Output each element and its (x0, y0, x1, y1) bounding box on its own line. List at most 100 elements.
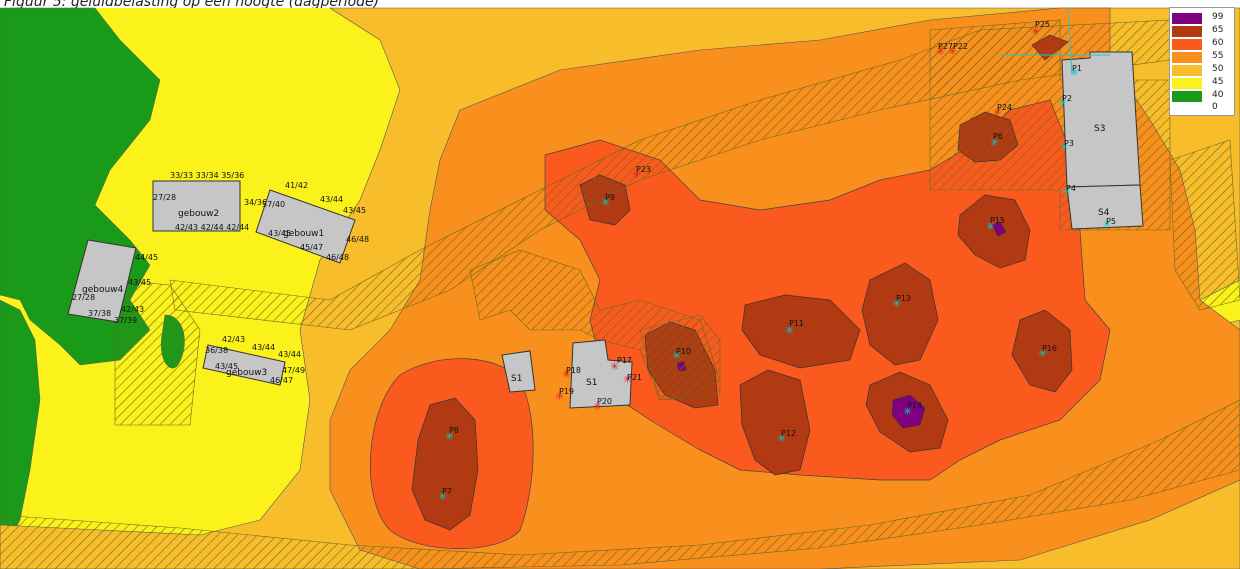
svg-text:P4: P4 (1066, 184, 1076, 193)
legend-item: 45 (1172, 77, 1232, 89)
legend-item: 0 (1172, 102, 1232, 114)
building-s1: S1 (569, 339, 633, 409)
svg-text:43/45: 43/45 (215, 362, 238, 371)
svg-text:37/38: 37/38 (88, 309, 111, 318)
legend-swatch (1172, 78, 1202, 89)
point-p4: ✳P4 (1062, 184, 1076, 198)
figure-caption: Figuur 5: geluidbelasting op een hoogte … (4, 0, 380, 10)
svg-text:P10: P10 (676, 347, 691, 356)
svg-text:P25: P25 (1035, 20, 1050, 29)
svg-text:✳: ✳ (1070, 66, 1079, 79)
svg-text:✳: ✳ (993, 106, 1002, 119)
svg-text:✳: ✳ (601, 196, 610, 209)
point-p15: ✳P15 (986, 216, 1005, 233)
point-p6: ✳P6 (990, 132, 1003, 149)
building-s4: S4 (1066, 184, 1144, 230)
svg-text:P17: P17 (617, 356, 632, 365)
svg-text:✳: ✳ (672, 349, 681, 362)
svg-text:✳: ✳ (1031, 25, 1040, 38)
svg-text:✳: ✳ (948, 45, 957, 58)
point-p16: ✳P16 (1038, 344, 1057, 360)
point-p18: ✳P18 (562, 366, 581, 381)
legend-swatch (1172, 26, 1202, 37)
hatched-zone-right (1169, 139, 1240, 311)
hatched-zone-left (114, 279, 201, 426)
svg-text:✳: ✳ (1058, 96, 1067, 109)
point-p11: ✳P11 (785, 319, 804, 337)
svg-text:✳: ✳ (990, 136, 999, 149)
svg-text:43/45: 43/45 (343, 206, 366, 215)
svg-text:45/47: 45/47 (300, 243, 323, 252)
svg-text:36/38: 36/38 (205, 346, 228, 355)
svg-text:43/44: 43/44 (320, 195, 343, 204)
point-p23: ✳P23 (632, 165, 651, 181)
contour-65-c (957, 194, 1031, 269)
svg-text:✳: ✳ (555, 390, 564, 403)
svg-text:✳: ✳ (632, 168, 641, 181)
contour-65-d (861, 262, 939, 366)
legend-item: 55 (1172, 51, 1232, 63)
svg-text:P22: P22 (953, 42, 968, 51)
point-p9: ✳P9 (601, 193, 615, 209)
building-s1-small: S1 (501, 350, 536, 393)
contour-65-h (739, 369, 811, 476)
svg-text:✳: ✳ (777, 432, 786, 445)
contour-99-b (991, 221, 1007, 237)
legend-item: 60 (1172, 38, 1232, 50)
map-legend: 99 65 60 55 50 45 40 0 (1169, 7, 1235, 116)
svg-text:gebouw1: gebouw1 (283, 229, 324, 239)
svg-text:✳: ✳ (438, 490, 447, 503)
svg-text:✳: ✳ (593, 400, 602, 413)
svg-text:gebouw4: gebouw4 (82, 285, 124, 295)
svg-text:✳: ✳ (610, 360, 619, 373)
svg-text:P20: P20 (597, 397, 612, 406)
building-gebouw2: gebouw2 33/33 33/34 35/36 27/28 42/43 42… (152, 171, 267, 232)
svg-text:33/33 33/34 35/36: 33/33 33/34 35/36 (170, 171, 244, 180)
point-p27: ✳P27 (936, 42, 953, 58)
svg-text:S3: S3 (1094, 124, 1105, 134)
svg-text:P3: P3 (1064, 139, 1074, 148)
svg-text:37/39: 37/39 (114, 316, 137, 325)
svg-text:S4: S4 (1098, 208, 1110, 218)
point-p1: ✳P1 (1070, 64, 1082, 79)
svg-text:41/42: 41/42 (285, 181, 308, 190)
contour-99-a (891, 394, 926, 429)
svg-text:gebouw3: gebouw3 (226, 368, 267, 378)
legend-swatch (1172, 91, 1202, 102)
svg-text:P1: P1 (1072, 64, 1082, 73)
svg-text:43/45: 43/45 (128, 278, 151, 287)
svg-text:P7: P7 (442, 487, 452, 496)
point-p5: ✳P5 (1102, 217, 1116, 231)
svg-text:P5: P5 (1106, 217, 1116, 226)
svg-text:42/43: 42/43 (121, 305, 144, 314)
svg-text:✳: ✳ (562, 368, 571, 381)
point-p12: ✳P12 (777, 429, 796, 445)
contour-65-f (1011, 309, 1073, 393)
point-p2: ✳P2 (1058, 94, 1072, 109)
legend-item: 99 (1172, 12, 1232, 24)
svg-text:S1: S1 (511, 374, 522, 384)
svg-text:P2: P2 (1062, 94, 1072, 103)
point-p25: ✳P25 (1031, 20, 1050, 38)
svg-text:P9: P9 (605, 193, 615, 202)
building-gebouw1: gebouw1 41/42 37/40 43/44 43/45 46/48 45… (255, 181, 369, 264)
point-p8: ✳P8 (445, 426, 459, 443)
point-p14: ✳P14 (903, 401, 922, 418)
svg-text:P11: P11 (789, 319, 804, 328)
building-gebouw3: gebouw3 42/43 43/44 43/44 36/38 43/45 47… (202, 335, 305, 386)
svg-text:✳: ✳ (1060, 140, 1069, 153)
contour-65-e (741, 294, 861, 369)
svg-text:42/43 42/44 42/44: 42/43 42/44 42/44 (175, 223, 249, 232)
legend-swatch (1172, 39, 1202, 50)
svg-text:✳: ✳ (623, 373, 632, 386)
svg-text:P18: P18 (566, 366, 581, 375)
svg-text:✳: ✳ (1062, 185, 1071, 198)
svg-text:46/48: 46/48 (326, 253, 349, 262)
svg-text:S1: S1 (586, 378, 597, 388)
svg-text:43/44: 43/44 (252, 343, 275, 352)
svg-text:37/40: 37/40 (262, 200, 285, 209)
svg-text:✳: ✳ (445, 430, 454, 443)
legend-swatch (1172, 65, 1202, 76)
legend-swatch (1172, 52, 1202, 63)
